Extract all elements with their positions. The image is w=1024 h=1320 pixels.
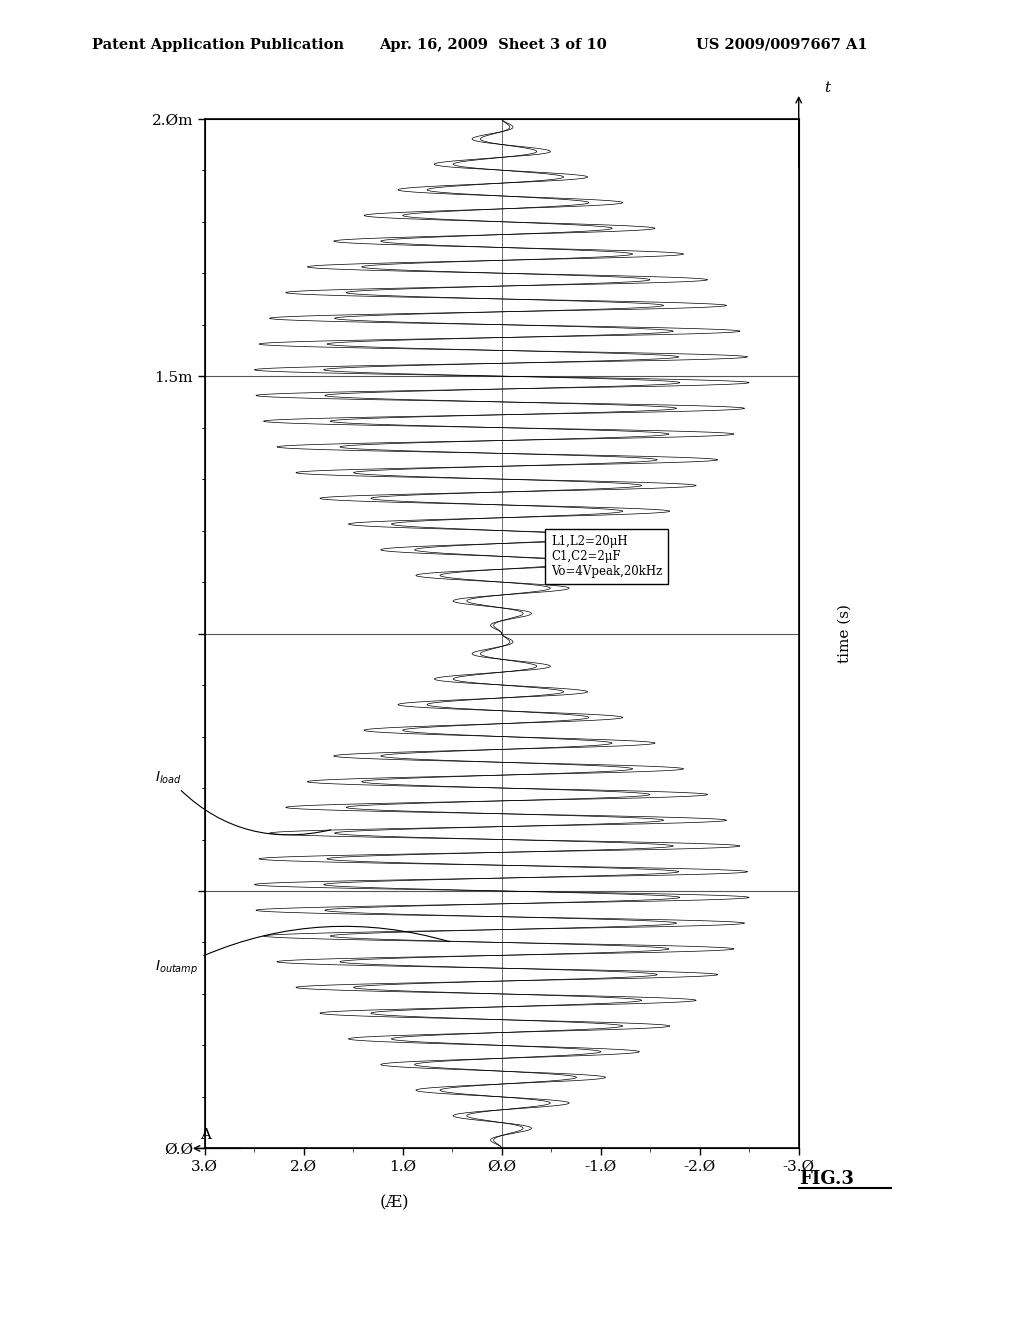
Text: FIG.3: FIG.3: [799, 1170, 854, 1188]
Text: (Æ): (Æ): [380, 1195, 409, 1212]
Text: A: A: [200, 1129, 211, 1142]
Text: Patent Application Publication: Patent Application Publication: [92, 38, 344, 51]
Text: $I_{outamp}$: $I_{outamp}$: [156, 927, 450, 977]
Text: L1,L2=20μH
C1,C2=2μF
Vo=4Vpeak,20kHz: L1,L2=20μH C1,C2=2μF Vo=4Vpeak,20kHz: [551, 535, 663, 578]
Text: $I_{load}$: $I_{load}$: [156, 770, 331, 834]
Text: Apr. 16, 2009  Sheet 3 of 10: Apr. 16, 2009 Sheet 3 of 10: [379, 38, 606, 51]
Text: time (s): time (s): [838, 605, 852, 663]
Text: t: t: [824, 82, 830, 95]
Text: US 2009/0097667 A1: US 2009/0097667 A1: [696, 38, 868, 51]
